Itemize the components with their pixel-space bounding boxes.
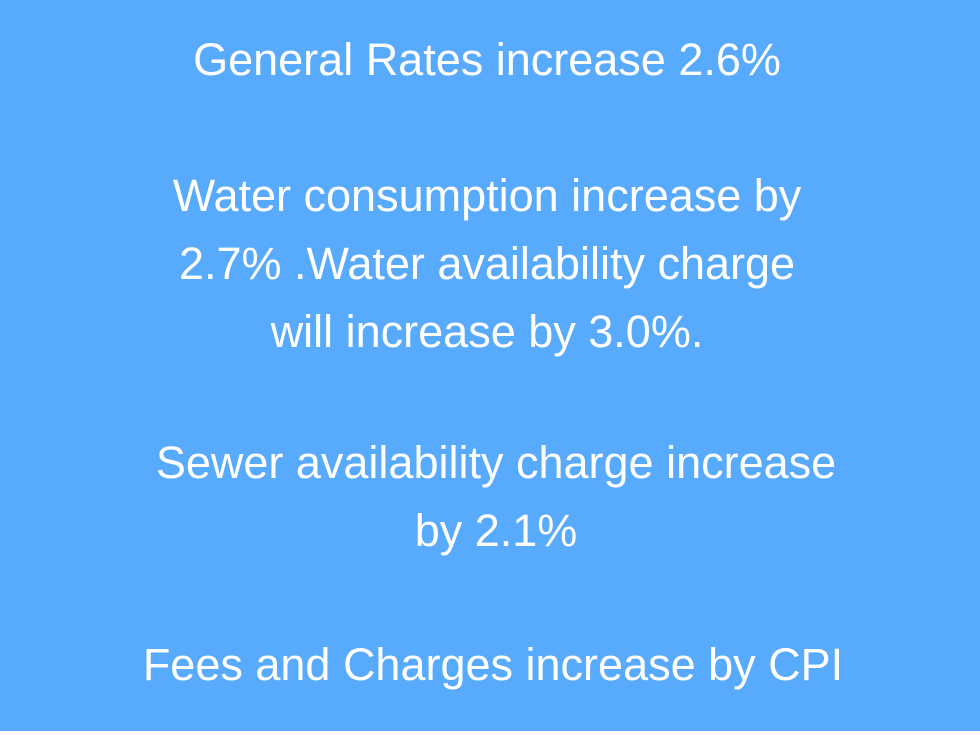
sewer-availability-text-line-2: by 2.1%	[414, 505, 578, 556]
general-rates-text: General Rates increase 2.6%	[193, 34, 781, 85]
water-consumption-text-line-3: will increase by 3.0%.	[270, 306, 704, 357]
water-consumption-text-line-2: 2.7% .Water availability charge	[178, 238, 796, 289]
fees-and-charges-text: Fees and Charges increase by CPI	[142, 639, 844, 690]
sewer-availability-text-line-1: Sewer availability charge increase	[155, 437, 837, 488]
water-consumption-text-line-1: Water consumption increase by	[172, 170, 802, 221]
